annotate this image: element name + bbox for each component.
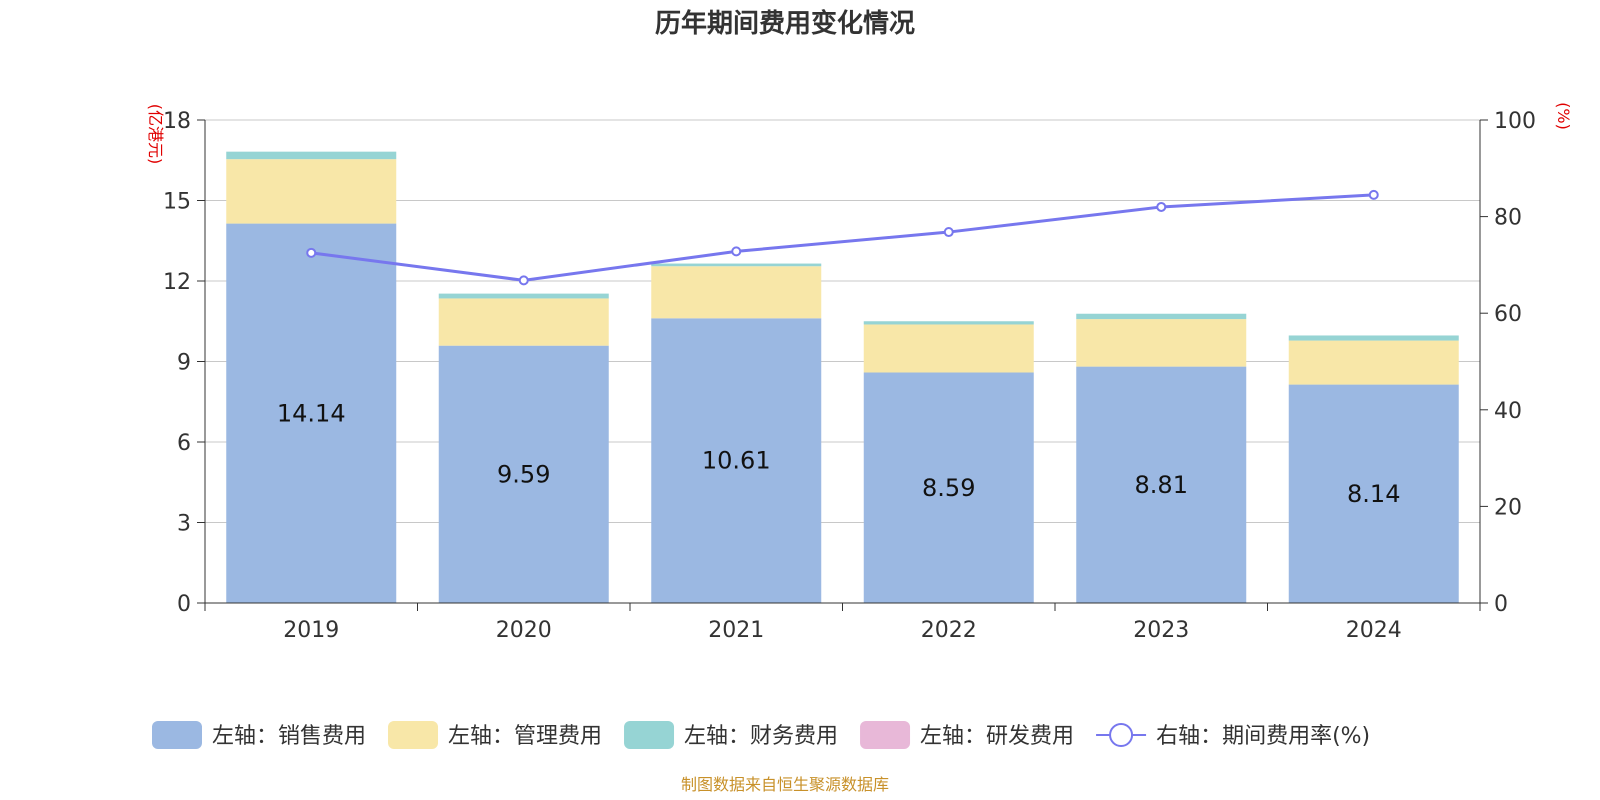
legend-label: 左轴：财务费用: [684, 724, 838, 749]
bar-value-label: 14.14: [277, 399, 346, 427]
right-tick-label: 60: [1494, 302, 1522, 327]
legend-label: 左轴：销售费用: [212, 724, 366, 749]
left-tick-label: 12: [163, 270, 191, 295]
left-tick-label: 3: [177, 512, 191, 537]
x-tick-label: 2021: [708, 618, 764, 643]
legend-swatch: [860, 721, 911, 749]
bar-value-label: 8.59: [922, 474, 975, 502]
data-source-note: 制图数据来自恒生聚源数据库: [681, 775, 889, 794]
bar-segment: [1288, 335, 1459, 341]
left-tick-label: 15: [163, 190, 191, 215]
chart-title: 历年期间费用变化情况: [655, 8, 915, 39]
bar-segment: [438, 345, 609, 603]
left-tick-label: 0: [177, 592, 191, 617]
left-tick-label: 6: [177, 431, 191, 456]
bar-value-label: 10.61: [702, 447, 771, 475]
bar-labels: 14.14 9.59 10.61 8.59 8.81 8.14: [277, 399, 1401, 508]
bar-segment: [863, 372, 1034, 603]
left-tick-label: 18: [163, 109, 191, 134]
axes: 0 3 6 9 12 15 18 0 20 40 60 80 100 2019 2020 2021 2022 20…: [163, 109, 1536, 643]
bar-segment: [438, 293, 609, 299]
bars: [226, 151, 1459, 603]
x-tick-label: 2022: [921, 618, 977, 643]
legend-label: 左轴：研发费用: [920, 724, 1074, 749]
bar-segment: [651, 266, 822, 319]
legend-swatch: [388, 721, 439, 749]
bar-value-label: 9.59: [497, 460, 550, 488]
bar-segment: [863, 321, 1034, 325]
right-tick-label: 40: [1494, 399, 1522, 424]
rate-point: [1156, 201, 1167, 212]
legend-label: 左轴：管理费用: [448, 724, 602, 749]
legend-label: 右轴：期间费用率(%): [1156, 724, 1370, 749]
legend-marker-swatch: [1109, 723, 1134, 747]
bar-segment: [863, 324, 1034, 373]
bar-segment: [1288, 340, 1459, 385]
legend: 左轴：销售费用 左轴：管理费用 左轴：财务费用 左轴：研发费用 右轴：期间费用率(%): [152, 721, 1370, 749]
left-tick-label: 9: [177, 351, 191, 376]
rate-point: [943, 227, 954, 238]
right-tick-label: 20: [1494, 495, 1522, 520]
right-tick-label: 100: [1494, 109, 1536, 134]
bar-value-label: 8.14: [1347, 480, 1400, 508]
x-tick-label: 2024: [1346, 618, 1402, 643]
x-tick-label: 2023: [1133, 618, 1189, 643]
bar-segment: [1076, 319, 1247, 367]
rate-line: [306, 189, 1379, 286]
bar-segment: [226, 151, 397, 160]
right-tick-label: 0: [1494, 592, 1508, 617]
right-tick-label: 80: [1494, 206, 1522, 231]
bar-value-label: 8.81: [1135, 471, 1188, 499]
bar-segment: [1288, 384, 1459, 603]
bar-segment: [651, 318, 822, 603]
rate-point: [306, 247, 317, 258]
bar-segment: [226, 159, 397, 224]
legend-swatch: [152, 721, 202, 749]
legend-swatch: [624, 721, 675, 749]
rate-line-path: [311, 193, 1374, 282]
x-tick-label: 2019: [283, 618, 339, 643]
left-axis-unit: (亿港元): [146, 104, 165, 165]
rate-point: [731, 246, 742, 257]
right-axis-unit: (%): [1554, 102, 1573, 130]
bar-segment: [651, 263, 822, 267]
bar-segment: [226, 223, 397, 603]
bar-segment: [438, 298, 609, 346]
grid: [205, 119, 1480, 523]
rate-point: [1368, 189, 1379, 200]
rate-point: [518, 275, 529, 286]
bar-segment: [1076, 366, 1247, 603]
x-tick-label: 2020: [496, 618, 552, 643]
bar-segment: [1076, 313, 1247, 320]
